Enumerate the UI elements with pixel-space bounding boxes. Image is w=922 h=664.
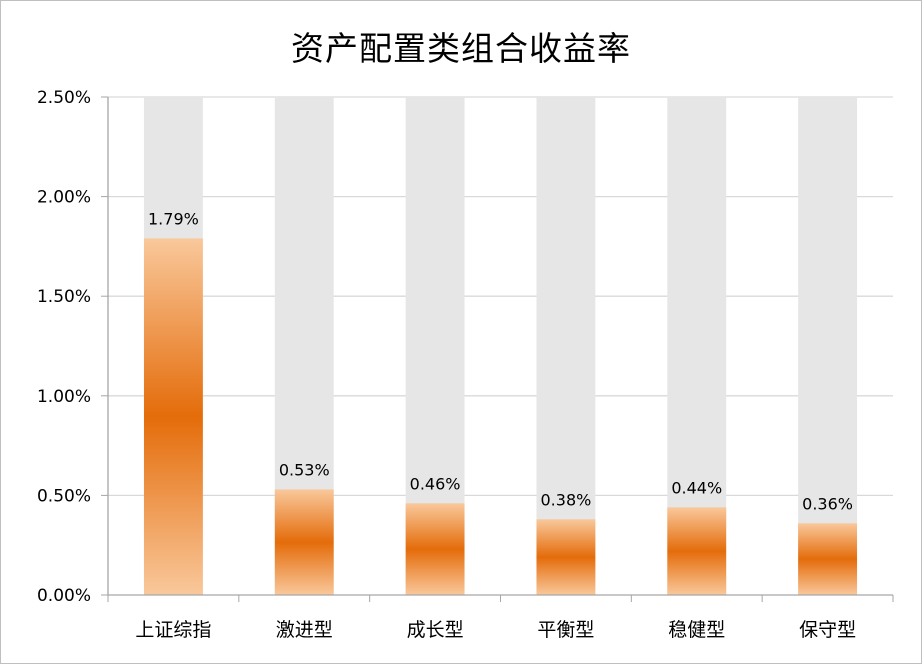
x-tick-label: 稳健型 — [668, 619, 725, 641]
data-label: 0.53% — [279, 460, 330, 479]
chart-title: 资产配置类组合收益率 — [291, 29, 631, 68]
data-label: 0.46% — [410, 474, 461, 493]
data-label: 0.38% — [541, 490, 592, 509]
data-label: 0.44% — [671, 478, 722, 497]
bar — [667, 507, 727, 595]
y-tick-label: 1.00% — [37, 387, 91, 407]
axes — [107, 97, 894, 602]
x-tick-label: 保守型 — [799, 619, 856, 641]
x-tick-labels: 上证综指 激进型 成长型 平衡型 稳健型 保守型 — [135, 619, 856, 641]
y-tick-label: 2.50% — [37, 88, 91, 108]
gridlines — [101, 96, 893, 596]
y-tick-label: 0.50% — [37, 486, 91, 506]
x-tick-label: 成长型 — [407, 619, 464, 641]
y-tick-label: 1.50% — [37, 287, 91, 307]
data-label: 0.36% — [802, 494, 853, 513]
background-bar — [798, 97, 858, 595]
bar — [143, 238, 203, 595]
data-labels: 1.79% 0.53% 0.46% 0.38% 0.44% 0.36% — [148, 209, 853, 513]
bar — [536, 519, 596, 595]
background-bar — [536, 97, 596, 595]
data-label: 1.79% — [148, 209, 199, 228]
bar — [274, 489, 334, 595]
bar — [798, 523, 858, 595]
y-tick-label: 0.00% — [37, 586, 91, 606]
data-bars — [143, 238, 858, 595]
y-tick-label: 2.00% — [37, 188, 91, 208]
bar — [405, 503, 465, 595]
y-tick-labels: 0.00% 0.50% 1.00% 1.50% 2.00% 2.50% — [37, 88, 91, 606]
x-tick-label: 上证综指 — [135, 619, 211, 641]
x-tick-label: 激进型 — [276, 619, 333, 641]
x-tick-label: 平衡型 — [537, 619, 594, 641]
background-bars — [143, 97, 858, 595]
